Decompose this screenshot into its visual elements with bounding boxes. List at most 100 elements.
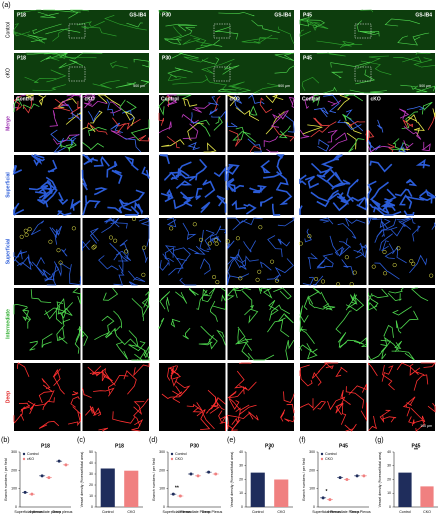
vessel [140, 80, 150, 86]
vessel [164, 188, 174, 203]
branch-point [314, 276, 319, 282]
vessel [50, 129, 75, 143]
y-tick-label: 300 [11, 450, 17, 454]
vessel [314, 107, 329, 118]
vessel [83, 100, 108, 107]
vessel [308, 21, 329, 29]
vessel [324, 362, 334, 370]
vessel [265, 94, 284, 104]
y-axis-label: Branch numbers / per field [4, 458, 8, 500]
vessel [374, 226, 398, 243]
vessel [380, 336, 399, 351]
vessel [25, 94, 34, 99]
vessel [237, 329, 249, 345]
vessel [388, 287, 404, 294]
vessel [310, 121, 337, 138]
vessel [284, 114, 295, 133]
dot [47, 476, 51, 480]
x-tick-label: Intermediate Plexus [328, 510, 360, 514]
vessel [195, 187, 203, 201]
vessel [65, 136, 77, 150]
vessel [61, 307, 73, 324]
dot [214, 472, 218, 476]
annotation: ** [175, 485, 179, 491]
bar [124, 470, 139, 507]
vessel [13, 303, 28, 315]
vessel [400, 84, 418, 90]
vessel [348, 121, 366, 127]
vessel [164, 38, 182, 45]
vessel [200, 201, 211, 214]
vessel [115, 81, 137, 88]
vessel [45, 29, 81, 35]
layer-label: Superficial [5, 172, 11, 198]
vessel [346, 132, 357, 150]
vessel [384, 243, 395, 259]
vessel [44, 301, 64, 320]
vessel [402, 404, 411, 417]
vessel [158, 317, 165, 329]
legend-label: Control [325, 452, 337, 456]
dot [321, 496, 325, 500]
vessel [216, 397, 226, 411]
vessel [30, 220, 45, 236]
vessel [76, 20, 105, 28]
vessel [38, 384, 54, 404]
vessel [69, 199, 81, 211]
vessel [379, 409, 392, 424]
vessel [302, 276, 315, 286]
vessel [109, 218, 128, 229]
micrograph [159, 10, 294, 50]
vessel [403, 126, 422, 140]
vessel [247, 352, 275, 361]
legend-label: CKO [175, 457, 183, 461]
x-tick-label: Superficial Plexus [312, 510, 341, 514]
vessel [267, 319, 290, 338]
roi-box [68, 23, 86, 39]
vessel [164, 257, 174, 266]
branch-point [258, 225, 263, 230]
scale-label: 500 μm [278, 84, 290, 88]
chart-title: P45 [339, 443, 348, 449]
vessel [209, 300, 218, 322]
vessel [235, 126, 256, 143]
panel-label: (d) [149, 437, 158, 444]
vessel [213, 115, 223, 131]
vessel [158, 121, 172, 134]
vessel [68, 9, 89, 19]
vessel [415, 52, 431, 56]
vessel [70, 396, 80, 408]
vessel [320, 158, 336, 173]
micrograph [14, 363, 81, 431]
vessel [165, 23, 198, 32]
vessel [306, 343, 318, 360]
vessel [243, 240, 257, 253]
vessel [57, 262, 71, 277]
age-label: P18 [17, 55, 26, 61]
vessel [405, 396, 416, 406]
vessel [130, 119, 150, 142]
vessel [320, 291, 333, 311]
vessel [283, 391, 295, 403]
vessel [196, 289, 208, 310]
vessel [58, 59, 83, 69]
vessel [171, 52, 199, 59]
vessel [345, 292, 357, 311]
vessel [31, 261, 55, 281]
vessel [219, 421, 226, 431]
branch-point [58, 260, 63, 265]
vessel [228, 398, 240, 410]
vessel [345, 217, 366, 227]
y-tick-label: 10 [239, 491, 243, 495]
vessel [49, 110, 59, 127]
vessel [380, 339, 392, 360]
branch-point [212, 274, 217, 280]
vessel [86, 122, 108, 135]
vessel [96, 367, 116, 386]
vessel [390, 220, 406, 237]
branch-point [255, 277, 260, 282]
vessel [368, 293, 378, 311]
vessel [304, 94, 316, 109]
dot [30, 492, 34, 496]
vessel [253, 186, 263, 194]
